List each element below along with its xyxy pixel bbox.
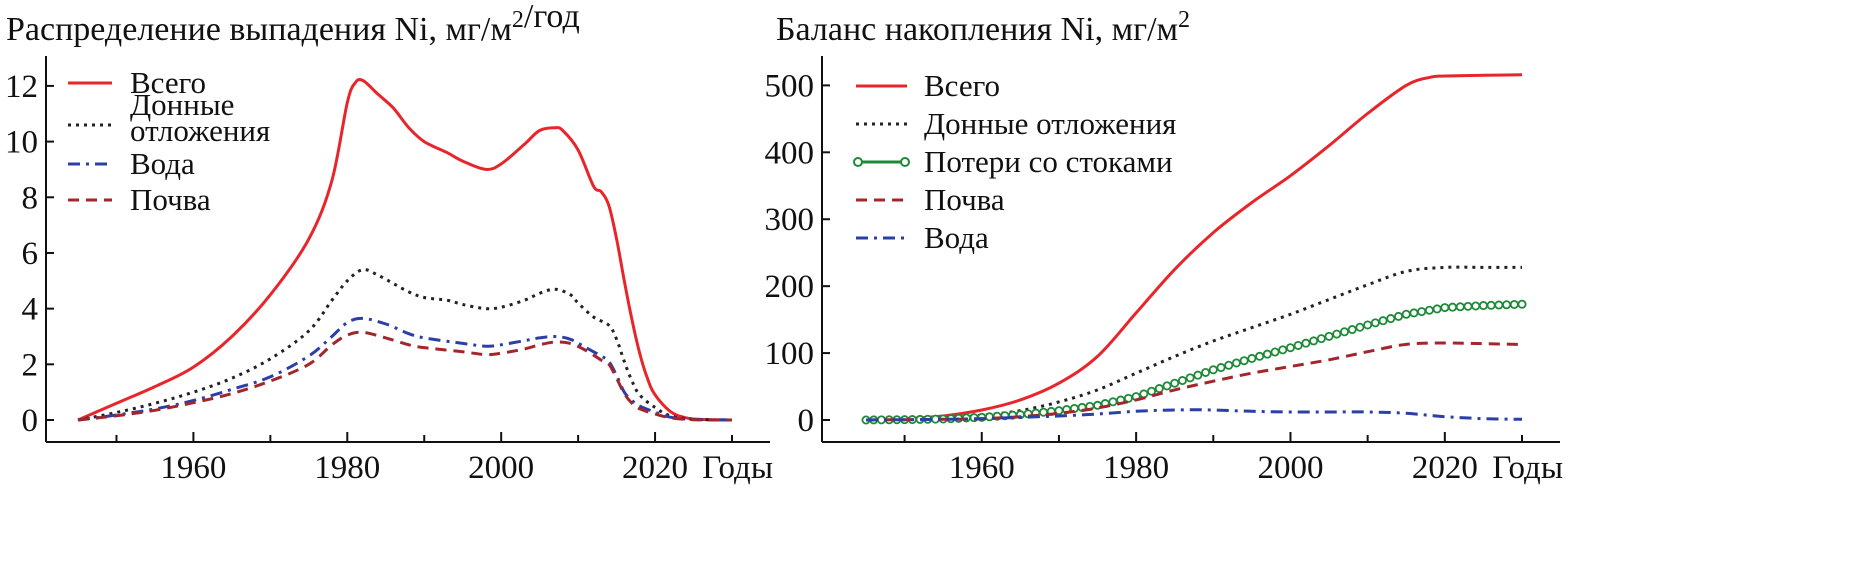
y-tick-label: 6 <box>22 236 39 272</box>
data-point <box>1216 363 1226 373</box>
chart-title: Распределение выпадения Ni, мг/м2/год <box>6 0 580 48</box>
series-line-потери-со-стоками <box>865 302 1523 422</box>
data-point <box>1208 365 1218 375</box>
data-point <box>1486 300 1496 310</box>
data-point <box>1154 384 1164 394</box>
series-line-всего <box>77 77 733 422</box>
data-point <box>1386 314 1396 324</box>
x-tick-label: 2020 <box>622 450 688 486</box>
chart-title: Баланс накопления Ni, мг/м2 <box>776 7 1190 48</box>
y-tick-label: 2 <box>22 347 39 383</box>
data-point <box>1262 349 1272 359</box>
data-point <box>1378 316 1388 326</box>
data-point <box>1440 303 1450 313</box>
data-point <box>1285 343 1295 353</box>
data-point <box>1339 327 1349 337</box>
legend-marker <box>900 157 910 167</box>
data-point <box>1301 338 1311 348</box>
data-point <box>1332 329 1342 339</box>
series-line-почва <box>77 330 733 422</box>
data-point <box>1247 353 1257 363</box>
y-tick-label: 0 <box>798 403 815 439</box>
deposition-distribution-chart: Распределение выпадения Ni, мг/м2/год 0 2 4… <box>5 0 773 486</box>
data-point <box>1463 301 1473 311</box>
series-line-вода <box>865 408 1523 422</box>
data-point <box>1502 300 1512 310</box>
data-point <box>1509 299 1519 309</box>
legend-label-почва: Почва <box>130 182 211 217</box>
y-tick-label: 0 <box>22 403 39 439</box>
data-point <box>930 414 940 424</box>
data-point <box>1517 299 1527 309</box>
series-line-всего <box>865 73 1523 422</box>
y-tick-label: 10 <box>5 125 38 161</box>
data-point <box>1324 331 1334 341</box>
data-point <box>1455 302 1465 312</box>
x-tick-label: 2000 <box>468 450 534 486</box>
x-axis-label: Годы <box>702 450 773 486</box>
data-point <box>1355 322 1365 332</box>
data-point <box>1478 301 1488 311</box>
x-tick-label: 1960 <box>949 450 1015 486</box>
legend-marker <box>853 157 863 167</box>
legend-label-потери-со-стоками: Потери со стоками <box>924 144 1173 179</box>
data-point <box>1239 356 1249 366</box>
x-axis-label: Годы <box>1492 450 1563 486</box>
accumulation-balance-chart: Баланс накопления Ni, мг/м2 0 100 200 300 400… <box>765 7 1564 486</box>
legend-label-почва: Почва <box>924 182 1005 217</box>
data-point <box>1224 360 1234 370</box>
y-tick-label: 12 <box>5 69 38 105</box>
legend-label-донные-отложения: Донные отложения <box>924 106 1176 141</box>
legend-label-вода: Вода <box>924 220 989 255</box>
data-point <box>1139 389 1149 399</box>
x-tick-label: 1960 <box>160 450 226 486</box>
data-point <box>1494 300 1504 310</box>
data-point <box>1363 320 1373 330</box>
data-point <box>1108 397 1118 407</box>
data-point <box>1231 358 1241 368</box>
data-point <box>1293 340 1303 350</box>
data-point <box>1309 336 1319 346</box>
legend-label-донные-отложения: Донные отложения <box>130 87 270 148</box>
legend-label-всего: Всего <box>924 68 1000 103</box>
data-point <box>1417 307 1427 317</box>
data-point <box>1177 376 1187 386</box>
data-point <box>1316 334 1326 344</box>
data-point <box>1147 386 1157 396</box>
data-point <box>1448 302 1458 312</box>
data-point <box>1201 367 1211 377</box>
data-point <box>1401 309 1411 319</box>
y-tick-label: 500 <box>765 68 815 104</box>
data-point <box>876 415 886 425</box>
data-point <box>1255 351 1265 361</box>
data-point <box>1394 311 1404 321</box>
data-point <box>1471 301 1481 311</box>
data-point <box>1162 381 1172 391</box>
data-point <box>1432 304 1442 314</box>
data-point <box>1270 347 1280 357</box>
legend-label-всего: Всего <box>130 65 206 100</box>
data-point <box>1347 325 1357 335</box>
series-line-вода <box>77 316 733 422</box>
y-tick-label: 4 <box>22 292 39 328</box>
y-tick-label: 200 <box>765 269 815 305</box>
x-tick-label: 2020 <box>1412 450 1478 486</box>
series-line-донные-отложения <box>77 268 733 422</box>
data-point <box>1424 305 1434 315</box>
data-point <box>1170 378 1180 388</box>
data-point <box>1193 370 1203 380</box>
x-tick-label: 1980 <box>1103 450 1169 486</box>
data-point <box>1370 318 1380 328</box>
x-tick-label: 1980 <box>314 450 380 486</box>
y-tick-label: 400 <box>765 135 815 171</box>
data-point <box>1409 308 1419 318</box>
y-tick-label: 100 <box>765 336 815 372</box>
y-tick-label: 8 <box>22 180 39 216</box>
data-point <box>1278 345 1288 355</box>
legend-label-вода: Вода <box>130 146 195 181</box>
x-tick-label: 2000 <box>1257 450 1323 486</box>
data-point <box>1185 373 1195 383</box>
y-tick-label: 300 <box>765 202 815 238</box>
